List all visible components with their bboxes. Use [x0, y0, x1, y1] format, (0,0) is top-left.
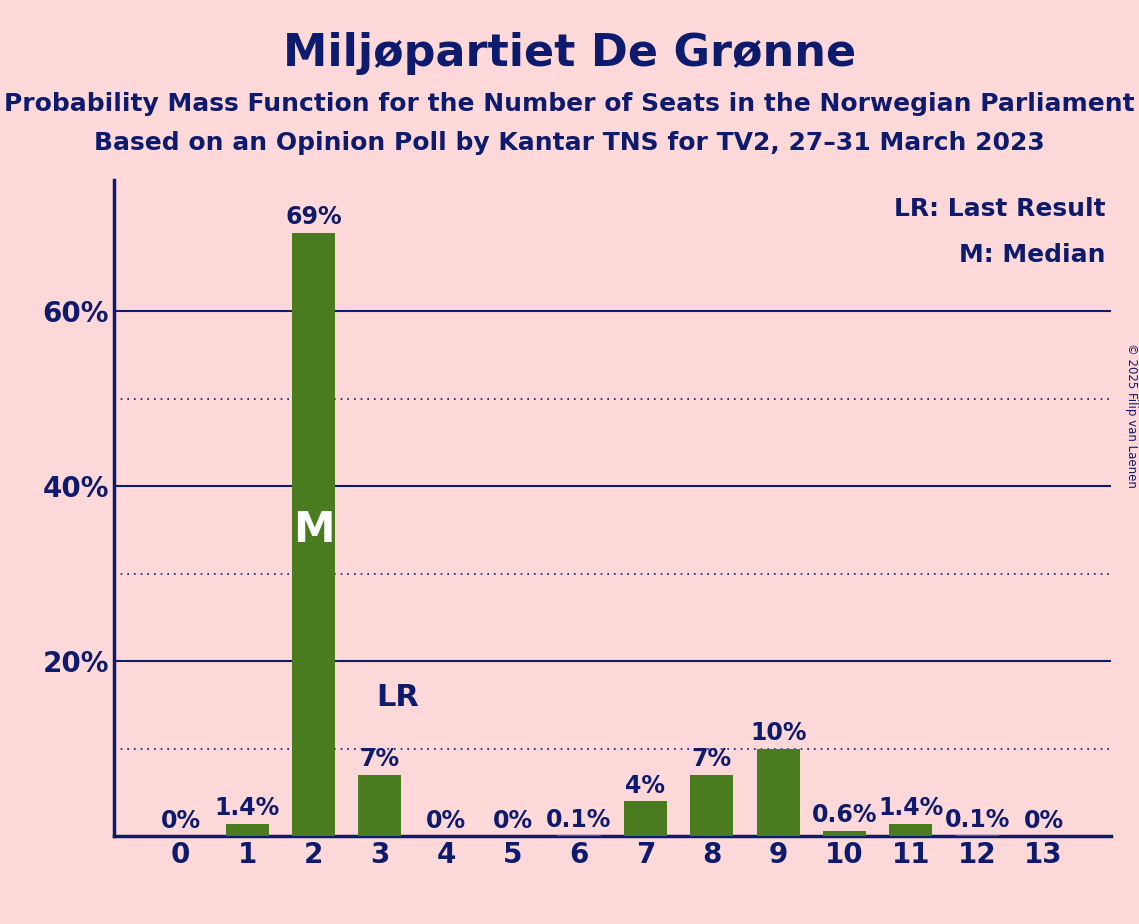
Bar — [890, 824, 933, 836]
Bar — [226, 824, 269, 836]
Text: 4%: 4% — [625, 773, 665, 797]
Bar — [756, 748, 800, 836]
Text: LR: LR — [377, 683, 419, 712]
Text: 0.6%: 0.6% — [812, 804, 877, 828]
Text: 7%: 7% — [360, 748, 400, 772]
Text: 0.1%: 0.1% — [547, 808, 612, 832]
Text: LR: Last Result: LR: Last Result — [894, 197, 1106, 221]
Text: Miljøpartiet De Grønne: Miljøpartiet De Grønne — [282, 32, 857, 76]
Bar — [624, 801, 667, 836]
Bar — [359, 775, 401, 836]
Text: © 2025 Filip van Laenen: © 2025 Filip van Laenen — [1124, 344, 1138, 488]
Bar — [823, 831, 866, 836]
Bar — [690, 775, 734, 836]
Text: 0%: 0% — [492, 808, 533, 833]
Text: 10%: 10% — [749, 722, 806, 746]
Text: M: M — [293, 509, 334, 551]
Text: Based on an Opinion Poll by Kantar TNS for TV2, 27–31 March 2023: Based on an Opinion Poll by Kantar TNS f… — [95, 131, 1044, 155]
Text: 0.1%: 0.1% — [944, 808, 1010, 832]
Text: 0%: 0% — [1024, 808, 1064, 833]
Text: 1.4%: 1.4% — [214, 796, 280, 821]
Text: 7%: 7% — [691, 748, 732, 772]
Text: Probability Mass Function for the Number of Seats in the Norwegian Parliament: Probability Mass Function for the Number… — [5, 92, 1134, 116]
Text: 69%: 69% — [285, 205, 342, 229]
Text: 0%: 0% — [161, 808, 200, 833]
Text: 1.4%: 1.4% — [878, 796, 943, 821]
Text: 0%: 0% — [426, 808, 466, 833]
Bar — [292, 233, 335, 836]
Text: M: Median: M: Median — [959, 242, 1106, 266]
